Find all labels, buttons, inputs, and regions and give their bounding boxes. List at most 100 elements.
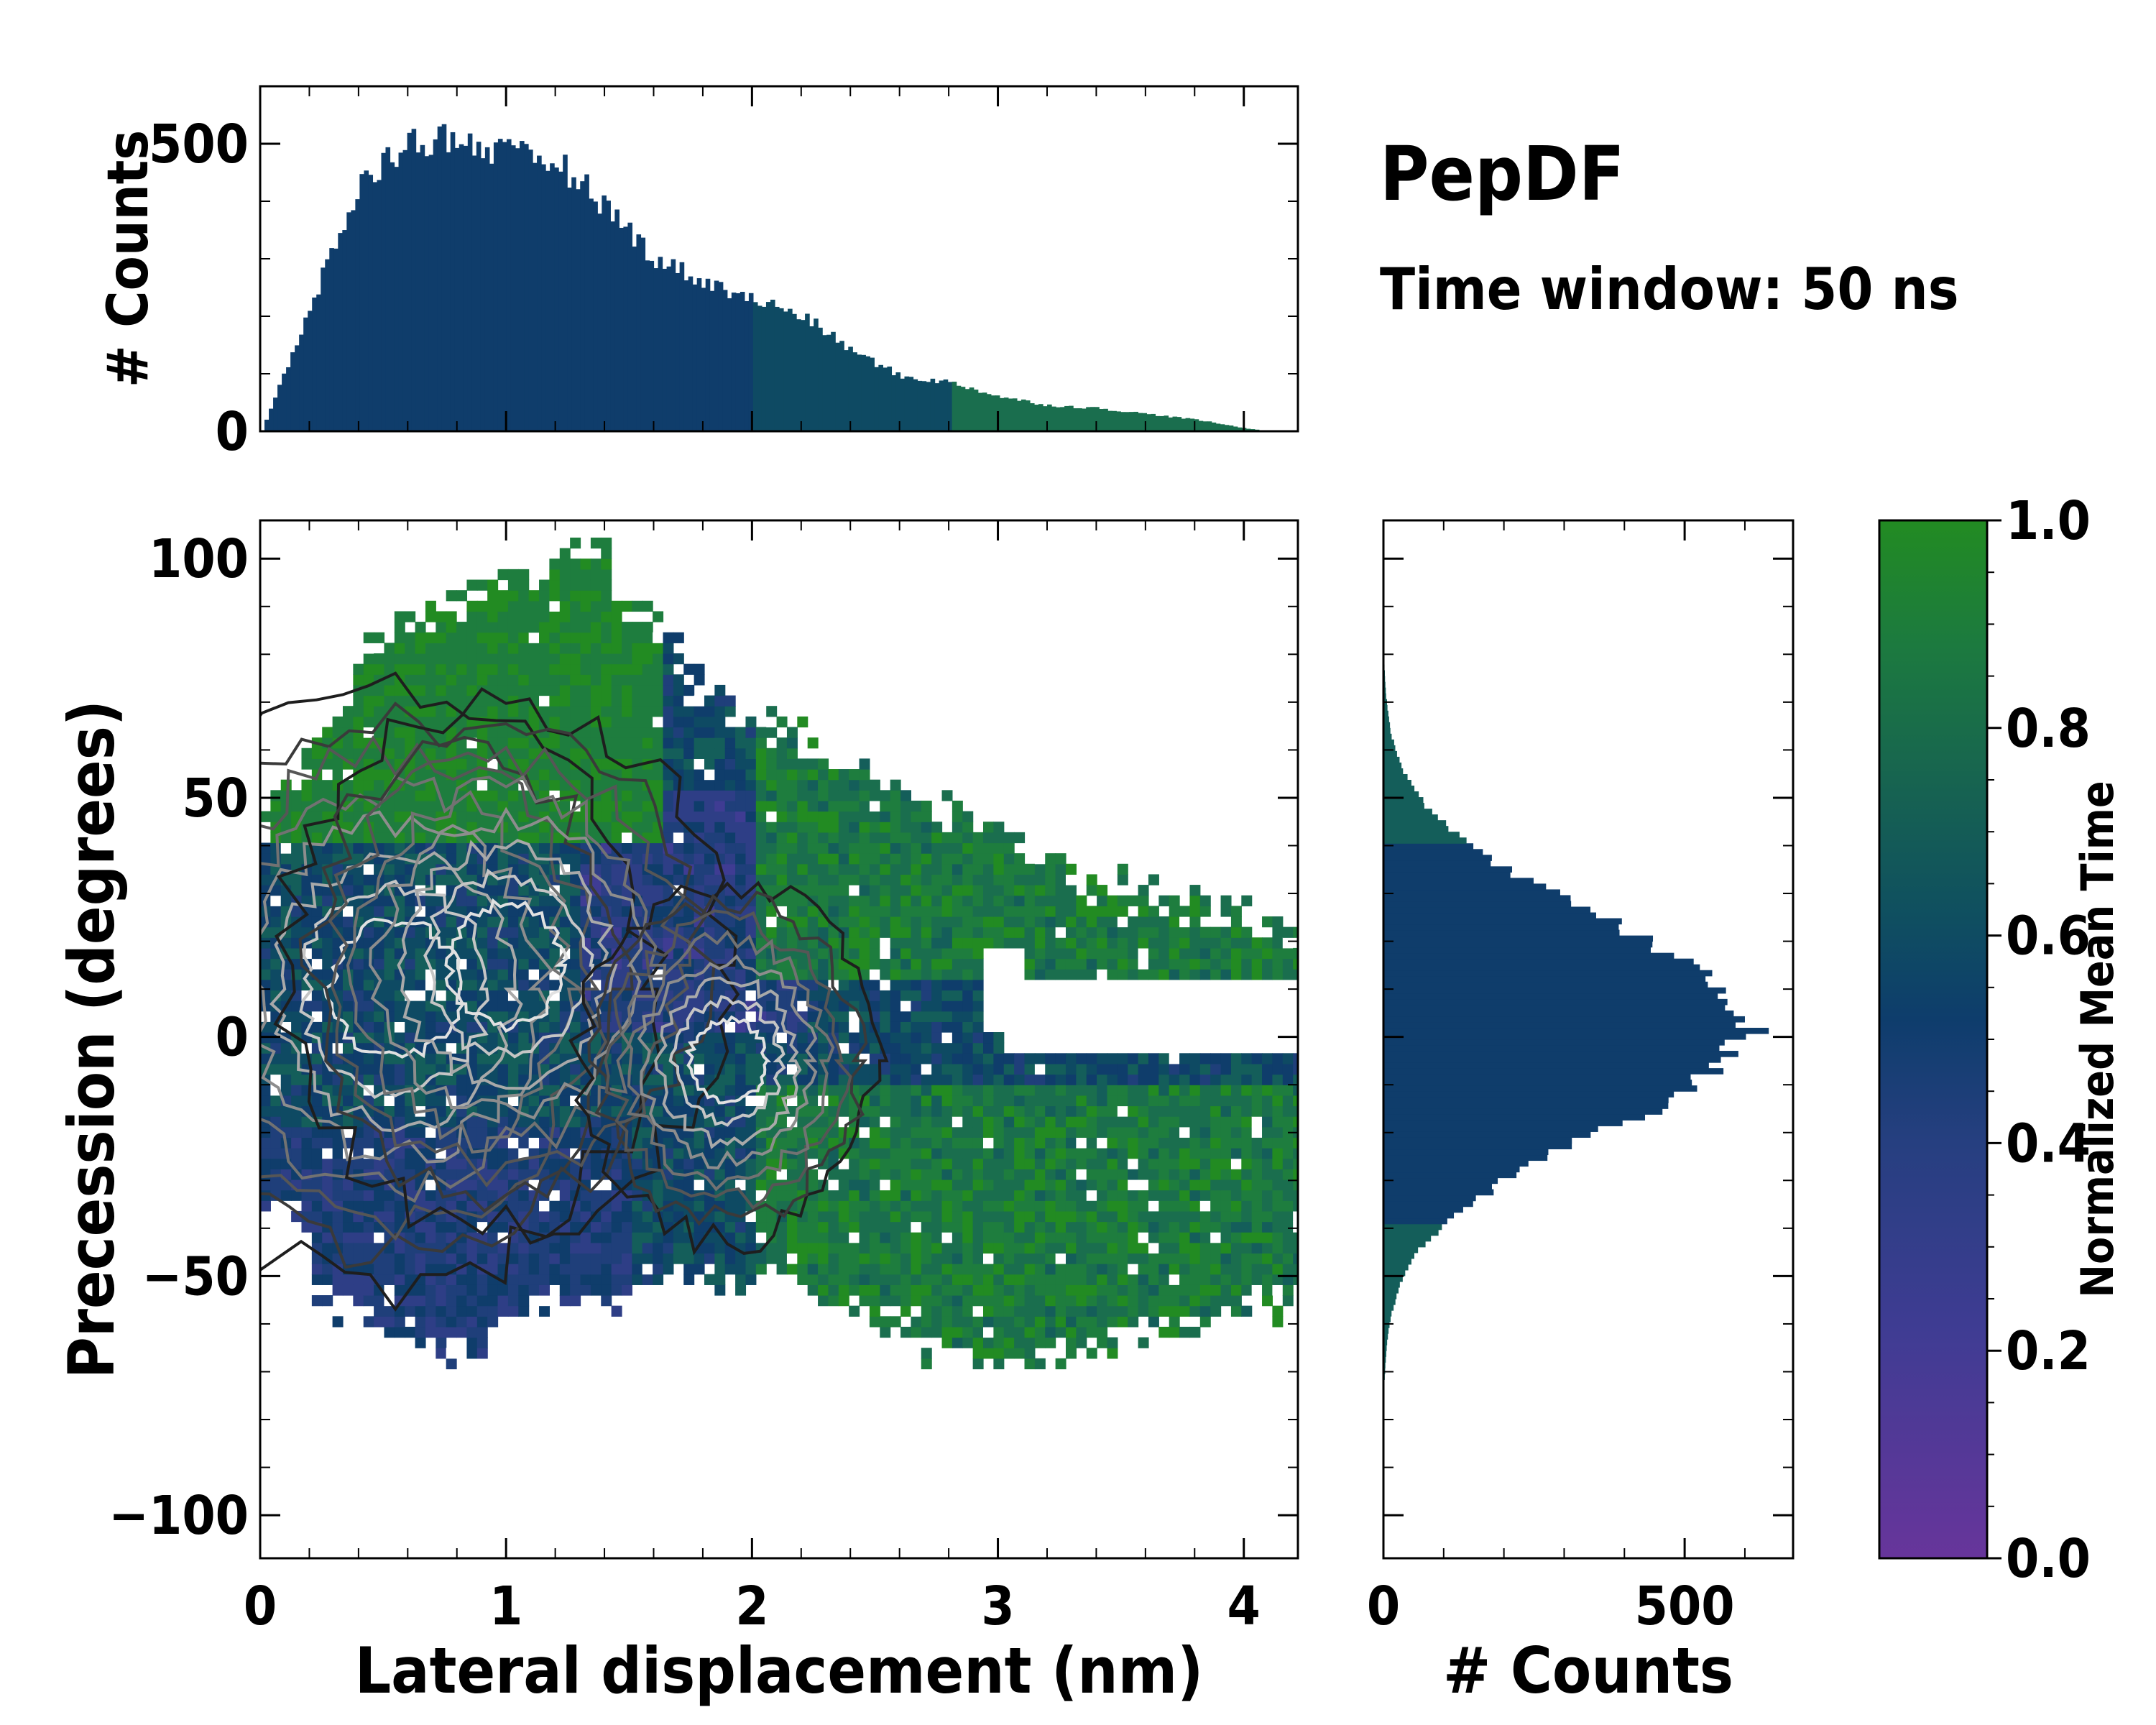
heatmap-cell [332, 1148, 344, 1159]
heatmap-cell [653, 643, 664, 654]
heatmap-cell [1055, 1210, 1067, 1223]
heatmap-cell [632, 1210, 643, 1223]
heatmap-cell [838, 853, 849, 865]
heatmap-cell [1014, 1074, 1026, 1085]
heatmap-cell [425, 895, 436, 906]
heatmap-cell-empty [983, 1326, 994, 1338]
heatmap-cell [1097, 1326, 1108, 1338]
heatmap-cell [301, 916, 313, 928]
heatmap-cell [632, 1274, 643, 1285]
heatmap-cell [1003, 885, 1015, 896]
heatmap-cell [374, 1264, 385, 1275]
top-histogram-bar [1008, 398, 1013, 431]
heatmap-cell [601, 548, 612, 559]
heatmap-cell [890, 1042, 901, 1054]
heatmap-cell [476, 1316, 488, 1328]
heatmap-cell [890, 916, 901, 928]
heatmap-cell [818, 758, 829, 770]
heatmap-cell [611, 1232, 622, 1243]
heatmap-cell [859, 1274, 870, 1285]
heatmap-cell [415, 958, 426, 970]
heatmap-cell [993, 1305, 1005, 1317]
heatmap-cell [1117, 906, 1128, 917]
heatmap-cell [941, 885, 953, 896]
heatmap-cell [405, 979, 416, 991]
heatmap-cell [507, 1242, 519, 1254]
heatmap-cell [466, 969, 478, 980]
heatmap-cell [1076, 969, 1087, 980]
heatmap-cell [539, 622, 550, 633]
heatmap-cell [766, 727, 778, 738]
heatmap-cell [415, 684, 426, 696]
heatmap-cell [818, 1042, 829, 1054]
top-histogram-bar [329, 248, 334, 431]
heatmap-cell [807, 947, 819, 960]
heatmap-cell [849, 1284, 860, 1296]
top-histogram-bar [917, 380, 923, 431]
heatmap-cell [838, 874, 849, 886]
heatmap-cell-empty [446, 1348, 457, 1359]
heatmap-cell [476, 1348, 488, 1359]
heatmap-cell [1045, 1284, 1056, 1296]
heatmap-cell [549, 653, 561, 665]
heatmap-cell [476, 611, 488, 622]
heatmap-cell [601, 1200, 612, 1212]
heatmap-cell [518, 1242, 530, 1254]
top-histogram-bar [510, 145, 516, 431]
heatmap-cell [849, 1042, 860, 1054]
heatmap-cell [1055, 1095, 1067, 1107]
heatmap-cell [374, 1095, 385, 1107]
heatmap-cell [580, 1242, 591, 1254]
top-histogram-bar [342, 230, 347, 431]
heatmap-cell [476, 1126, 488, 1138]
heatmap-cell [570, 874, 581, 886]
heatmap-cell [921, 822, 932, 833]
heatmap-cell [972, 1253, 984, 1264]
heatmap-cell [497, 727, 509, 738]
heatmap-cell [797, 832, 808, 844]
heatmap-cell [1097, 1210, 1108, 1223]
heatmap-cell [342, 811, 354, 822]
heatmap-cell [528, 958, 540, 970]
heatmap-cell [745, 790, 757, 801]
heatmap-cell [570, 558, 581, 570]
heatmap-cell [828, 1074, 839, 1085]
heatmap-cell [972, 1326, 984, 1338]
heatmap-cell [632, 800, 643, 812]
heatmap-cell-empty [415, 990, 426, 1001]
heatmap-cell [466, 1284, 478, 1296]
heatmap-cell-empty [425, 1126, 436, 1138]
heatmap-cell [1065, 1158, 1077, 1169]
heatmap-cell [405, 937, 416, 949]
heatmap-cell-empty [797, 1000, 808, 1012]
heatmap-cell [828, 1242, 839, 1254]
heatmap-cell [332, 1210, 344, 1223]
heatmap-cell [487, 663, 499, 675]
top-histogram-bar [1069, 405, 1074, 431]
heatmap-cell [311, 790, 323, 801]
heatmap-cell [384, 1253, 395, 1264]
heatmap-cell [828, 1232, 839, 1243]
heatmap-cell [921, 1190, 932, 1201]
heatmap-cell [1097, 885, 1108, 896]
top-histogram-bar [848, 346, 853, 431]
heatmap-cell [363, 1158, 374, 1169]
heatmap-cell [1128, 1169, 1139, 1180]
heatmap-cell [497, 1137, 509, 1149]
heatmap-cell [921, 1105, 932, 1117]
top-histogram-bar [934, 383, 940, 431]
heatmap-cell [611, 1242, 622, 1254]
heatmap-cell [859, 969, 870, 980]
heatmap-cell [890, 874, 901, 886]
heatmap-cell [745, 853, 757, 865]
heatmap-cell [601, 863, 612, 875]
heatmap-cell [497, 663, 509, 675]
heatmap-cell [869, 937, 880, 949]
heatmap-cell [539, 1105, 550, 1117]
heatmap-cell [425, 600, 436, 612]
heatmap-cell [828, 853, 839, 865]
heatmap-cell [766, 800, 778, 812]
top-histogram-bar [1064, 405, 1069, 431]
heatmap-cell [446, 853, 457, 865]
heatmap-cell [518, 1284, 530, 1296]
